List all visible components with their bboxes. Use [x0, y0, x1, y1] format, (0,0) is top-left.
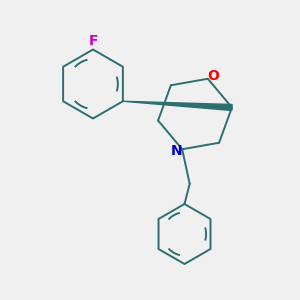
- Polygon shape: [123, 101, 232, 110]
- Text: O: O: [207, 69, 219, 83]
- Text: F: F: [88, 34, 98, 48]
- Text: N: N: [171, 144, 183, 158]
